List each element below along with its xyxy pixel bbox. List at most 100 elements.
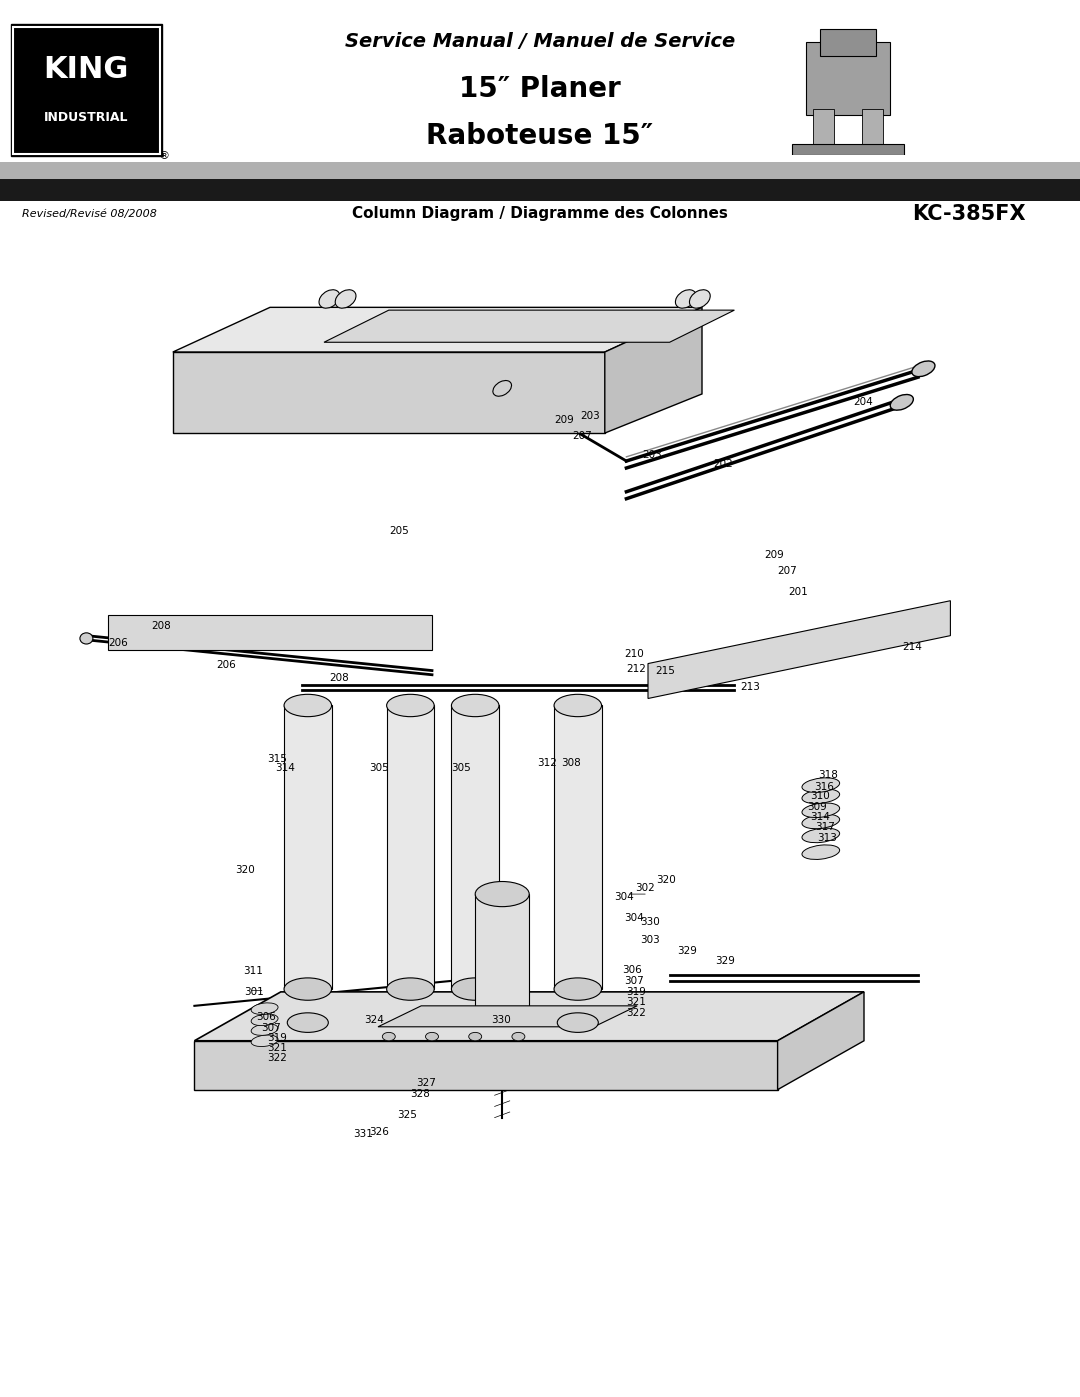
- Ellipse shape: [451, 978, 499, 1000]
- Text: 209: 209: [554, 415, 573, 426]
- Text: 309: 309: [807, 802, 826, 813]
- FancyBboxPatch shape: [11, 24, 162, 156]
- Text: 316: 316: [814, 781, 834, 792]
- Ellipse shape: [284, 978, 332, 1000]
- Ellipse shape: [252, 1035, 278, 1046]
- Ellipse shape: [475, 882, 529, 907]
- Text: 326: 326: [369, 1126, 389, 1137]
- Polygon shape: [648, 601, 950, 698]
- Text: 322: 322: [267, 1052, 286, 1063]
- Bar: [387, 705, 434, 989]
- Bar: [284, 705, 332, 989]
- Ellipse shape: [554, 978, 602, 1000]
- Text: 15″ Planer: 15″ Planer: [459, 75, 621, 103]
- Text: 208: 208: [151, 620, 171, 631]
- Text: 203: 203: [643, 450, 662, 461]
- Ellipse shape: [492, 380, 512, 397]
- Ellipse shape: [252, 1024, 278, 1035]
- Text: 320: 320: [657, 875, 676, 886]
- Text: 318: 318: [819, 770, 838, 781]
- Text: 329: 329: [715, 956, 734, 967]
- Ellipse shape: [284, 694, 332, 717]
- Text: Revised/Revisé 08/2008: Revised/Revisé 08/2008: [22, 208, 157, 219]
- Text: 317: 317: [815, 821, 835, 833]
- Text: 324: 324: [364, 1014, 383, 1025]
- Ellipse shape: [252, 1003, 278, 1014]
- Ellipse shape: [802, 814, 839, 828]
- Ellipse shape: [426, 1032, 438, 1041]
- Text: 330: 330: [491, 1014, 511, 1025]
- Ellipse shape: [287, 1013, 328, 1032]
- Text: 205: 205: [389, 525, 408, 536]
- Text: 311: 311: [243, 965, 262, 977]
- Text: ®: ®: [159, 151, 170, 162]
- Ellipse shape: [802, 845, 839, 859]
- Text: 207: 207: [572, 430, 592, 441]
- Bar: [475, 894, 529, 1006]
- Polygon shape: [324, 310, 734, 342]
- Ellipse shape: [335, 289, 356, 309]
- Text: 201: 201: [788, 587, 808, 598]
- Text: 204: 204: [853, 397, 873, 408]
- Text: 314: 314: [810, 812, 829, 823]
- Polygon shape: [194, 992, 864, 1041]
- Text: 202: 202: [713, 458, 732, 469]
- Ellipse shape: [382, 1032, 395, 1041]
- Text: 207: 207: [778, 566, 797, 577]
- Text: 203: 203: [580, 411, 599, 422]
- Text: KC-385FX: KC-385FX: [913, 204, 1026, 224]
- Bar: [806, 42, 890, 116]
- Ellipse shape: [252, 1014, 278, 1025]
- Text: 321: 321: [267, 1042, 286, 1053]
- Ellipse shape: [675, 289, 697, 309]
- Text: 322: 322: [626, 1007, 646, 1018]
- Text: 310: 310: [810, 791, 829, 802]
- Bar: [813, 109, 834, 155]
- Ellipse shape: [689, 289, 711, 309]
- Ellipse shape: [802, 828, 839, 842]
- Ellipse shape: [890, 394, 914, 411]
- Text: 319: 319: [626, 986, 646, 997]
- Text: 214: 214: [902, 641, 921, 652]
- Text: 325: 325: [397, 1109, 417, 1120]
- Text: 307: 307: [624, 975, 644, 986]
- Text: 206: 206: [108, 637, 127, 648]
- Text: 303: 303: [640, 935, 660, 946]
- Bar: [862, 109, 883, 155]
- Text: 327: 327: [416, 1077, 435, 1088]
- Text: 213: 213: [740, 682, 759, 693]
- Text: 330: 330: [640, 916, 660, 928]
- Text: 329: 329: [677, 946, 697, 957]
- Text: 215: 215: [656, 665, 675, 676]
- Ellipse shape: [554, 694, 602, 717]
- Text: 209: 209: [765, 549, 784, 560]
- Text: 312: 312: [537, 757, 556, 768]
- Text: 320: 320: [235, 865, 255, 876]
- Text: INDUSTRIAL: INDUSTRIAL: [44, 110, 129, 124]
- Text: 212: 212: [626, 664, 646, 675]
- Bar: [0, 162, 1080, 179]
- Text: 306: 306: [256, 1011, 275, 1023]
- Text: 301: 301: [244, 986, 264, 997]
- Text: 315: 315: [267, 753, 286, 764]
- Text: 307: 307: [261, 1023, 281, 1034]
- Ellipse shape: [80, 633, 93, 644]
- Text: Service Manual / Manuel de Service: Service Manual / Manuel de Service: [345, 32, 735, 52]
- Text: KING: KING: [43, 56, 130, 84]
- Text: 331: 331: [353, 1129, 373, 1140]
- Polygon shape: [173, 352, 605, 433]
- Ellipse shape: [912, 360, 935, 377]
- Text: 306: 306: [622, 964, 642, 975]
- Ellipse shape: [512, 1032, 525, 1041]
- Bar: [451, 705, 499, 989]
- Ellipse shape: [802, 803, 839, 817]
- Text: 308: 308: [562, 757, 581, 768]
- Text: 305: 305: [369, 763, 389, 774]
- Text: 210: 210: [624, 648, 644, 659]
- Text: Raboteuse 15″: Raboteuse 15″: [427, 122, 653, 149]
- Text: 313: 313: [818, 833, 837, 844]
- Bar: [792, 144, 904, 155]
- Ellipse shape: [557, 1013, 598, 1032]
- Polygon shape: [378, 1006, 637, 1027]
- Ellipse shape: [469, 1032, 482, 1041]
